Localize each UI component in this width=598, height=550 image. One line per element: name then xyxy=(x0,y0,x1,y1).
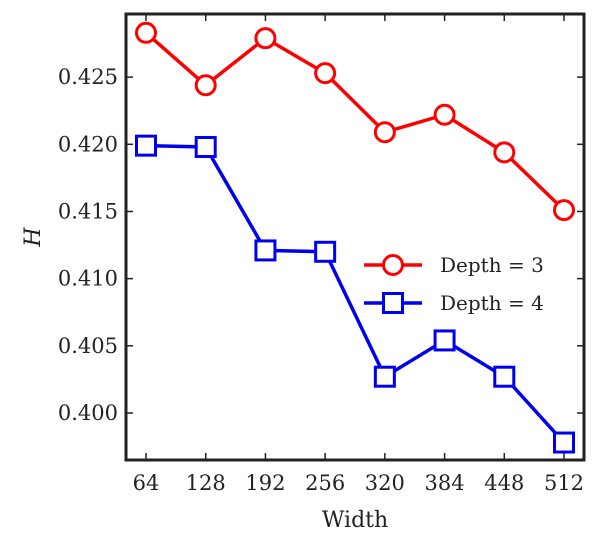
legend-label: Depth = 4 xyxy=(440,291,544,315)
axes-frame xyxy=(124,12,586,462)
plot-area xyxy=(135,21,575,454)
data-point xyxy=(254,27,277,50)
x-tick-label: 320 xyxy=(365,471,405,495)
data-point xyxy=(194,74,217,97)
data-point xyxy=(433,329,456,352)
legend-label: Depth = 3 xyxy=(440,253,544,277)
data-point xyxy=(314,62,337,85)
y-axis-title: H xyxy=(21,227,46,248)
y-tick-label: 0.425 xyxy=(58,65,118,89)
legend: Depth = 3 Depth = 4 xyxy=(364,253,544,315)
data-point xyxy=(135,21,157,44)
x-tick-label: 256 xyxy=(305,471,345,495)
x-tick-label: 192 xyxy=(245,471,285,495)
axis-ticks: 64 128 192 256 320 384 448 512 0.400 0.405 0.410 0.… xyxy=(58,14,584,495)
x-tick-label: 512 xyxy=(544,471,584,495)
data-point xyxy=(433,103,456,126)
legend-marker xyxy=(382,292,404,314)
x-tick-label: 384 xyxy=(425,471,465,495)
y-tick-label: 0.420 xyxy=(58,132,118,156)
data-point xyxy=(254,239,277,262)
x-tick-label: 128 xyxy=(186,471,226,495)
x-tick-label: 448 xyxy=(484,471,524,495)
data-point xyxy=(314,240,337,263)
data-point xyxy=(373,365,396,388)
y-tick-label: 0.415 xyxy=(58,199,118,223)
x-axis-title: Width xyxy=(322,508,388,533)
x-tick-label: 64 xyxy=(133,471,160,495)
y-tick-label: 0.405 xyxy=(58,334,118,358)
data-point xyxy=(135,134,157,157)
data-point xyxy=(373,121,396,144)
data-point xyxy=(493,141,516,164)
data-point xyxy=(194,135,217,158)
y-tick-label: 0.410 xyxy=(58,267,118,291)
data-point xyxy=(553,431,575,454)
legend-marker xyxy=(382,254,404,276)
series-line-1 xyxy=(144,31,566,212)
data-point xyxy=(553,199,575,222)
data-point xyxy=(493,365,516,388)
y-tick-label: 0.400 xyxy=(58,401,118,425)
